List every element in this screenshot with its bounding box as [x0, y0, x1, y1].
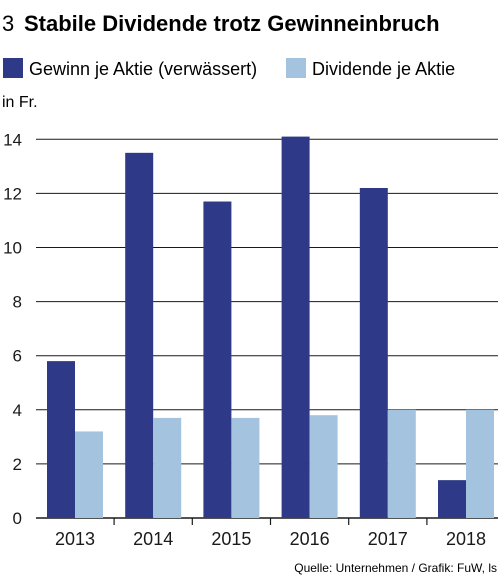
bar-dividende-2015: [231, 417, 260, 518]
gridlines: [36, 138, 498, 519]
legend-swatch-series-2: [286, 58, 306, 78]
x-tick-label: 2017: [368, 529, 408, 549]
bar-dividende-2018: [466, 409, 494, 518]
x-tick-label: 2014: [133, 529, 173, 549]
x-tick-label: 2018: [446, 529, 486, 549]
y-tick-label: 10: [3, 239, 22, 258]
source-note: Quelle: Unternehmen / Grafik: FuW, ls: [294, 561, 497, 575]
y-unit-label: in Fr.: [2, 94, 38, 111]
x-tick-label: 2015: [211, 529, 251, 549]
bar-gewinn-2014: [125, 152, 154, 518]
bar-gewinn-2017: [359, 187, 388, 519]
bars: [47, 136, 494, 519]
y-tick-label: 4: [13, 401, 22, 420]
bar-gewinn-2015: [203, 201, 232, 518]
y-tick-label: 0: [13, 509, 22, 528]
x-tick-labels: 2013 2014 2015 2016 2017 2018: [55, 518, 486, 549]
y-tick-label: 12: [3, 184, 22, 203]
y-tick-label: 6: [13, 347, 22, 366]
bar-gewinn-2016: [281, 136, 310, 518]
chart-title: Stabile Dividende trotz Gewinneinbruch: [24, 11, 440, 36]
x-tick-label: 2013: [55, 529, 95, 549]
bar-gewinn-2018: [438, 480, 466, 518]
legend: Gewinn je Aktie (verwässert) Dividende j…: [3, 58, 455, 79]
bar-dividende-2017: [387, 409, 416, 518]
bar-dividende-2014: [153, 417, 182, 518]
bar-dividende-2013: [75, 431, 103, 518]
bar-gewinn-2013: [47, 361, 75, 518]
y-tick-label: 14: [3, 130, 22, 149]
figure-number: 3: [2, 11, 14, 36]
legend-label-series-2: Dividende je Aktie: [312, 59, 455, 79]
x-tick-label: 2016: [290, 529, 330, 549]
y-tick-labels: 0 2 4 6 8 10 12 14: [3, 130, 22, 528]
bar-dividende-2016: [309, 415, 338, 518]
legend-swatch-series-1: [3, 58, 23, 78]
y-tick-label: 8: [13, 293, 22, 312]
y-tick-label: 2: [13, 455, 22, 474]
legend-label-series-1: Gewinn je Aktie (verwässert): [29, 59, 257, 79]
